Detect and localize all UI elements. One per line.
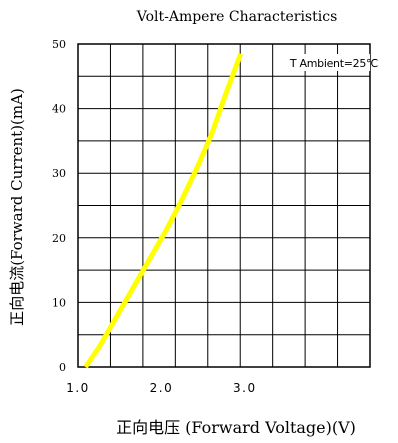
y-tick-labels: 0 10 20 30 40 50 <box>52 38 66 374</box>
grid <box>78 44 370 367</box>
series-group <box>83 52 244 369</box>
series-line <box>83 52 244 369</box>
plot-frame <box>77 43 371 368</box>
chart-title: Volt-Ampere Characteristics <box>136 9 338 25</box>
x-tick-label: 2.0 <box>150 381 174 395</box>
x-axis-label: 正向电压 (Forward Voltage)(V) <box>116 418 356 437</box>
x-tick-labels: 1.0 2.0 3.0 <box>66 381 257 395</box>
y-tick-label: 20 <box>52 232 66 245</box>
y-tick-label: 10 <box>52 296 66 309</box>
annotation-box <box>297 54 370 71</box>
ambient-annotation: T Ambient=25℃ <box>289 57 378 70</box>
y-tick-label: 30 <box>52 167 66 180</box>
y-tick-label: 40 <box>52 103 66 116</box>
y-tick-label: 0 <box>59 361 66 374</box>
x-tick-label: 1.0 <box>66 381 90 395</box>
y-axis-label: 正向电流(Forward Current)(mA) <box>8 88 26 326</box>
x-tick-label: 3.0 <box>233 381 257 395</box>
y-tick-label: 50 <box>52 38 66 51</box>
